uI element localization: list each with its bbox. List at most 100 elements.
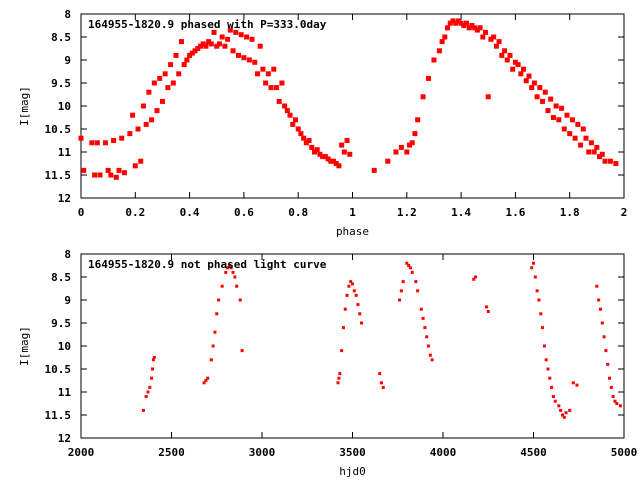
top-data-point bbox=[398, 144, 404, 150]
bottom-axis-ticks: 2000 2500 3000 3500 4000 4500 5000 8 8.5 9 9.5 10 10… bbox=[45, 248, 638, 459]
bottom-data-point bbox=[356, 303, 360, 307]
top-data-point bbox=[545, 108, 551, 114]
bottom-data-point bbox=[604, 349, 608, 353]
top-data-point bbox=[591, 149, 597, 155]
top-data-point bbox=[102, 140, 108, 146]
bottom-data-point bbox=[150, 376, 154, 380]
bottom-data-point bbox=[613, 399, 617, 403]
bottom-data-point bbox=[345, 293, 349, 297]
bottom-data-point bbox=[231, 270, 235, 274]
bottom-data-point bbox=[224, 270, 228, 274]
top-data-point bbox=[225, 36, 231, 42]
top-data-point bbox=[254, 71, 260, 77]
top-data-point bbox=[550, 115, 556, 120]
bottom-data-point bbox=[151, 358, 155, 362]
bottom-y-tick-label: 10 bbox=[58, 340, 71, 353]
bottom-y-tick-label: 12 bbox=[58, 432, 71, 445]
bottom-data-point bbox=[539, 312, 543, 316]
top-data-point bbox=[496, 39, 502, 45]
top-data-point bbox=[588, 140, 594, 146]
bottom-data-point bbox=[144, 395, 148, 399]
bottom-y-tick-label: 9.5 bbox=[51, 317, 71, 330]
bottom-data-point bbox=[141, 408, 145, 412]
bottom-data-point bbox=[337, 376, 341, 380]
top-data-point bbox=[121, 170, 127, 176]
top-data-point bbox=[157, 75, 163, 81]
top-y-tick-label: 12 bbox=[58, 192, 71, 205]
top-data-point bbox=[176, 71, 182, 77]
top-data-point bbox=[165, 85, 171, 91]
bottom-data-point bbox=[428, 353, 432, 357]
top-data-point bbox=[249, 36, 255, 42]
bottom-data-point bbox=[598, 307, 602, 311]
top-data-point bbox=[306, 138, 312, 143]
top-data-point bbox=[211, 29, 217, 35]
top-data-point bbox=[311, 149, 317, 155]
bottom-y-tick-label: 10.5 bbox=[45, 363, 72, 376]
top-data-point bbox=[138, 158, 144, 164]
top-data-point bbox=[523, 78, 529, 84]
bottom-data-point bbox=[233, 275, 237, 279]
top-data-point bbox=[173, 52, 179, 58]
bottom-data-point bbox=[562, 415, 566, 419]
bottom-data-point bbox=[484, 305, 488, 309]
bottom-x-axis-label: hjd0 bbox=[339, 465, 366, 478]
top-data-point bbox=[586, 149, 592, 155]
bottom-data-point bbox=[611, 395, 615, 399]
top-data-point bbox=[556, 117, 562, 123]
top-data-point bbox=[301, 135, 307, 141]
top-data-point bbox=[81, 167, 87, 173]
bottom-data-point bbox=[571, 381, 575, 385]
top-data-point bbox=[537, 85, 543, 91]
bottom-data-point bbox=[560, 413, 564, 417]
bottom-data-point bbox=[532, 261, 535, 265]
top-data-point bbox=[507, 52, 513, 58]
top-data-point bbox=[450, 18, 456, 24]
bottom-y-tick-label: 11 bbox=[58, 386, 72, 399]
top-data-point bbox=[159, 98, 165, 104]
top-data-point bbox=[472, 25, 478, 31]
top-data-point bbox=[309, 144, 315, 150]
bottom-data-point bbox=[209, 358, 213, 362]
top-data-point bbox=[187, 52, 193, 58]
bottom-x-tick-label: 4000 bbox=[430, 446, 457, 459]
top-x-tick-label: 0 bbox=[78, 206, 85, 219]
top-y-tick-label: 10 bbox=[58, 100, 71, 113]
bottom-data-point bbox=[152, 356, 156, 359]
top-data-point bbox=[246, 57, 252, 63]
top-data-point bbox=[491, 34, 497, 40]
bottom-data-point bbox=[474, 275, 478, 279]
top-data-point bbox=[578, 142, 584, 148]
top-data-point bbox=[529, 85, 535, 91]
bottom-data-point bbox=[595, 284, 599, 288]
top-data-point bbox=[371, 167, 377, 173]
top-data-point bbox=[192, 48, 198, 54]
bottom-data-point bbox=[430, 358, 434, 362]
top-plot-frame bbox=[80, 13, 625, 199]
top-data-point bbox=[214, 43, 220, 49]
top-data-point bbox=[317, 151, 323, 157]
top-data-point bbox=[567, 131, 573, 137]
top-data-point bbox=[583, 135, 589, 141]
top-data-point bbox=[493, 43, 499, 49]
top-data-point bbox=[531, 80, 537, 86]
top-y-tick-label: 10.5 bbox=[45, 123, 72, 136]
top-data-point bbox=[279, 80, 285, 86]
bottom-data-point bbox=[354, 293, 358, 297]
bottom-data-point bbox=[148, 385, 152, 389]
bottom-data-point bbox=[238, 298, 242, 302]
top-data-point bbox=[436, 48, 442, 54]
top-data-point bbox=[113, 174, 119, 180]
top-data-point bbox=[569, 117, 575, 123]
top-data-point bbox=[339, 142, 345, 148]
bottom-data-point bbox=[557, 404, 561, 408]
top-y-tick-label: 9.5 bbox=[51, 77, 71, 90]
top-data-point bbox=[149, 117, 155, 123]
top-y-axis-label: I[mag] bbox=[18, 86, 31, 126]
top-data-point bbox=[97, 172, 103, 178]
top-data-point bbox=[561, 126, 567, 132]
bottom-data-point bbox=[408, 266, 412, 270]
top-data-point bbox=[178, 39, 184, 45]
top-data-point bbox=[219, 34, 225, 40]
